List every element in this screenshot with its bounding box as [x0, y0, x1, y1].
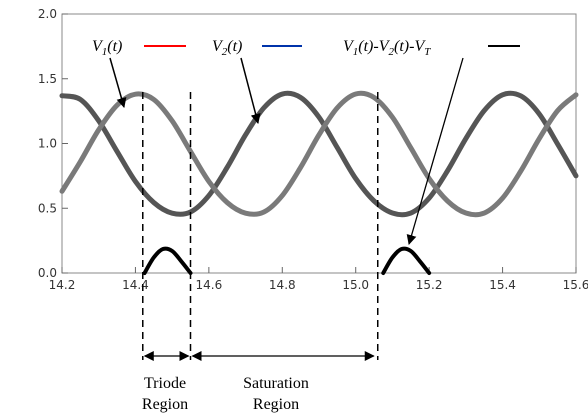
x-tick-label: 15.4 [489, 278, 516, 292]
vdiff-pointer-arrow [406, 57, 464, 245]
y-tick-label: 0.5 [38, 201, 57, 215]
region-boundaries [142, 92, 379, 360]
y-tick-label: 0.0 [38, 266, 57, 280]
x-tick-label: 14.2 [49, 278, 76, 292]
x-tick-label: 14.6 [195, 278, 222, 292]
x-tick-label: 15.6 [563, 278, 588, 292]
series-layer [59, 90, 579, 275]
triode-region-label-line1: Triode [144, 375, 186, 392]
saturation-region-label-line1: Saturation [243, 375, 309, 392]
series-v2-line [59, 90, 579, 218]
plot-area [61, 13, 577, 274]
x-tick-label: 14.8 [269, 278, 296, 292]
legend-label-v2: V2(t) [212, 38, 242, 58]
y-tick-label: 1.0 [38, 137, 57, 151]
region-labels: Triode Region Saturation Region [142, 375, 309, 413]
series-vdiff-pulse [142, 246, 193, 275]
v2-pointer-arrow [240, 57, 261, 124]
saturation-region-label-line2: Region [253, 396, 299, 413]
y-tick-label: 2.0 [38, 7, 57, 21]
x-tick-label: 15.2 [416, 278, 443, 292]
x-tick-label: 15.0 [342, 278, 369, 292]
y-tick-label: 1.5 [38, 72, 57, 86]
annotation-arrows [109, 57, 464, 361]
x-tick-label: 14.4 [122, 278, 149, 292]
x-axis-ticks: 14.2 14.4 14.6 14.8 15.0 15.2 15.4 15.6 [49, 267, 588, 292]
series-v1-line [59, 90, 579, 218]
y-axis-ticks: 0.0 0.5 1.0 1.5 2.0 [38, 7, 68, 280]
triode-region-label-line2: Region [142, 396, 188, 413]
legend: V1(t) V2(t) V1(t)-V2(t)-VT [92, 38, 520, 58]
v1-pointer-arrow [109, 57, 127, 108]
series-vdiff-pulse [381, 246, 432, 275]
legend-label-v1: V1(t) [92, 38, 122, 58]
legend-label-vdiff: V1(t)-V2(t)-VT [343, 38, 431, 58]
